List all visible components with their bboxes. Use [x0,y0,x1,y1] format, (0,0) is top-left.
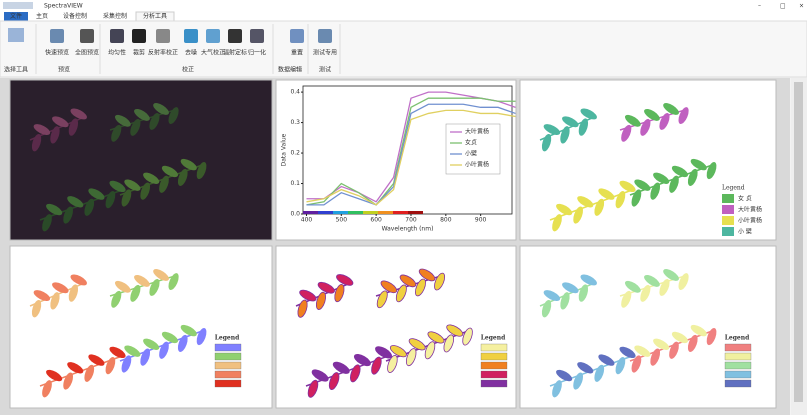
ribbon-button-icon[interactable] [80,29,94,43]
legend-swatch [481,344,507,351]
ribbon-group-label: 数据编辑 [278,66,302,74]
x-tick-label: 900 [475,217,487,224]
ribbon-button-icon[interactable] [206,29,220,43]
legend-swatch [722,205,734,214]
ribbon-button-label[interactable]: 归一化 [248,49,266,57]
legend-swatch [215,371,241,378]
tab-label[interactable]: 分析工具 [143,12,167,20]
spectrum-bar [363,211,378,214]
ribbon-group-label: 预览 [58,66,70,74]
close[interactable]: × [799,3,804,10]
y-tick-label: 0.4 [290,89,300,96]
ribbon-group-label: 选择工具 [4,66,28,74]
spectrum-bar [393,211,408,214]
y-tick-label: 0.2 [290,150,300,157]
tab-label[interactable]: 采集控制 [103,12,127,20]
select-tool-icon[interactable] [8,28,24,42]
legend-swatch [722,227,734,236]
ribbon-button-label[interactable]: 反射率校正 [148,49,178,57]
x-tick-label: 500 [336,217,348,224]
screen: SpectraVIEW – □ × 文件 主页 设备控制 采集控制 分析工具 快速预览全… [0,0,807,415]
tab-label[interactable]: 主页 [36,12,48,20]
legend-swatch [481,362,507,369]
ribbon-button-label[interactable]: 均匀性 [108,49,126,57]
ribbon-button-icon[interactable] [110,29,124,43]
x-tick-label: 600 [370,217,382,224]
tab-label[interactable]: 文件 [10,12,22,20]
ribbon-button-icon[interactable] [318,29,332,43]
spectrum-bar [333,211,348,214]
ribbon-button-label[interactable]: 大气校正 [201,49,225,57]
y-axis-label: Data Value [281,133,288,166]
legend-label: 大叶黄杨 [465,128,489,136]
legend-swatch [215,344,241,351]
legend-swatch [481,380,507,387]
legend-swatch [725,353,751,360]
x-axis-label: Wavelength (nm) [382,226,434,233]
legend-swatch [725,380,751,387]
legend-title: Legend [722,185,745,192]
y-tick-label: 0.0 [290,211,300,218]
spectrum-bar [303,211,318,214]
legend-swatch [215,380,241,387]
legend-swatch [481,353,507,360]
x-tick-label: 400 [301,217,313,224]
legend-swatch [215,353,241,360]
maximize[interactable]: □ [780,3,786,10]
spectrum-bar [348,211,363,214]
ribbon-button-label[interactable]: 去噪 [185,49,197,57]
legend-title: Legend [481,335,506,342]
ribbon-button-label[interactable]: 全图预览 [75,49,99,57]
scroll-thumb[interactable] [794,82,803,402]
legend-swatch [215,362,241,369]
app-window: SpectraVIEW – □ × 文件 主页 设备控制 采集控制 分析工具 快速预览全… [0,0,807,415]
legend-swatch [725,362,751,369]
window-title: SpectraVIEW [44,3,83,10]
legend-swatch [725,371,751,378]
legend-swatch [722,216,734,225]
title-bar [0,0,807,11]
x-tick-label: 800 [440,217,452,224]
legend-label: 女贞 [465,139,477,147]
x-tick-label: 700 [405,217,417,224]
quick-access [3,2,33,9]
legend-label: 女 贞 [738,195,752,203]
legend-title: Legend [215,335,240,342]
ribbon-button-icon[interactable] [50,29,64,43]
legend-swatch [725,344,751,351]
spectrum-bar [318,211,333,214]
legend-label: 小叶黄杨 [465,161,489,169]
ribbon-button-icon[interactable] [156,29,170,43]
ribbon-button-label[interactable]: 快速预览 [45,49,69,57]
legend-swatch [481,371,507,378]
ribbon-button-label[interactable]: 辐射定标 [223,49,247,57]
ribbon-button-icon[interactable] [184,29,198,43]
legend-label: 小檗 [465,150,477,158]
ribbon-group-label: 校正 [182,66,194,74]
y-tick-label: 0.1 [290,180,300,187]
ribbon-button-label[interactable]: 测试专用 [313,49,337,57]
ribbon-button-label[interactable]: 裁剪 [133,49,145,57]
tab-label[interactable]: 设备控制 [63,12,87,20]
ribbon-button-icon[interactable] [250,29,264,43]
legend-label: 小叶黄杨 [738,217,762,225]
ribbon-button-icon[interactable] [228,29,242,43]
ribbon-group-label: 测试 [319,66,331,74]
y-tick-label: 0.3 [290,119,300,126]
minimize[interactable]: – [758,3,761,10]
ribbon-button-icon[interactable] [290,29,304,43]
legend-label: 大叶黄杨 [738,206,762,214]
spectrum-bar [408,211,423,214]
ribbon-button-label[interactable]: 重置 [291,49,303,57]
legend-label: 小 檗 [738,228,752,236]
legend-swatch [722,194,734,203]
legend-title: Legend [725,335,750,342]
spectrum-bar [378,211,393,214]
ribbon-button-icon[interactable] [132,29,146,43]
